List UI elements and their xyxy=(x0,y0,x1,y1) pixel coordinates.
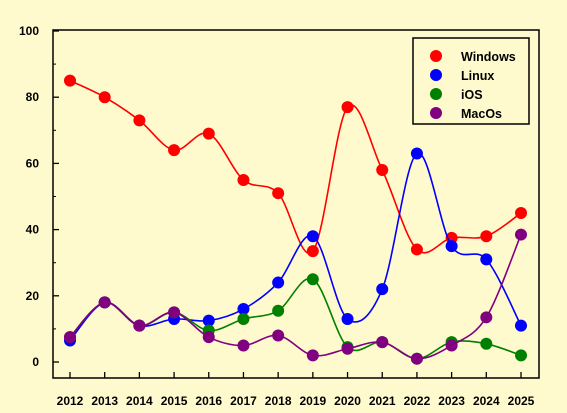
y-tick-label: 40 xyxy=(26,223,40,237)
data-point-macos-2025 xyxy=(515,228,527,241)
x-tick-label: 2013 xyxy=(91,394,118,408)
x-tick-label: 2021 xyxy=(369,394,396,408)
data-point-windows-2013 xyxy=(98,91,111,104)
data-point-macos-2024 xyxy=(480,311,493,324)
legend-label: iOS xyxy=(461,88,483,102)
data-point-windows-2024 xyxy=(480,230,493,243)
x-tick-label: 2020 xyxy=(334,394,361,408)
y-tick-label: 0 xyxy=(32,355,39,369)
data-point-macos-2020 xyxy=(341,342,354,355)
legend-label: MacOs xyxy=(461,107,502,121)
y-tick-label: 100 xyxy=(19,24,39,38)
data-point-linux-2020 xyxy=(341,312,354,325)
data-point-linux-2021 xyxy=(376,283,389,296)
x-tick-label: 2019 xyxy=(299,394,326,408)
data-point-linux-2022 xyxy=(410,147,423,160)
data-point-macos-2013 xyxy=(98,296,111,309)
data-point-ios-2024 xyxy=(480,337,493,350)
data-point-ios-2017 xyxy=(237,312,250,325)
x-tick-label: 2015 xyxy=(161,394,188,408)
data-point-windows-2025 xyxy=(515,207,527,220)
x-tick-label: 2022 xyxy=(404,394,431,408)
x-tick-label: 2017 xyxy=(230,394,257,408)
data-point-macos-2019 xyxy=(306,349,319,362)
series-windows xyxy=(64,74,527,258)
data-point-macos-2023 xyxy=(445,339,458,352)
legend-marker xyxy=(430,50,442,62)
y-axis: 0 20 40 60 80 100 xyxy=(19,24,59,369)
data-point-linux-2023 xyxy=(445,240,458,253)
data-point-ios-2018 xyxy=(272,304,285,317)
data-point-linux-2025 xyxy=(515,319,527,332)
data-point-linux-2018 xyxy=(272,276,285,289)
data-point-linux-2019 xyxy=(306,230,319,243)
legend-marker xyxy=(430,69,442,81)
legend-marker xyxy=(430,107,442,119)
x-tick-label: 2025 xyxy=(508,394,535,408)
legend: Windows Linux iOS MacOs xyxy=(412,37,530,125)
x-tick-label: 2023 xyxy=(438,394,465,408)
data-point-windows-2021 xyxy=(376,164,389,177)
legend-item-ios: iOS xyxy=(430,88,483,102)
data-point-windows-2018 xyxy=(272,187,285,200)
x-tick-label: 2014 xyxy=(126,394,153,408)
data-point-windows-2019 xyxy=(306,245,319,258)
legend-item-macos: MacOs xyxy=(430,107,502,121)
data-point-windows-2014 xyxy=(133,114,146,127)
data-point-macos-2016 xyxy=(202,331,215,344)
x-axis: 2012 2013 2014 2015 2016 2017 2018 2019 2020 2021… xyxy=(57,372,535,408)
data-point-ios-2019 xyxy=(306,273,319,286)
data-point-macos-2012 xyxy=(64,331,76,344)
data-point-macos-2021 xyxy=(376,336,389,349)
data-point-macos-2022 xyxy=(410,352,423,365)
x-tick-label: 2016 xyxy=(195,394,222,408)
series-macos xyxy=(64,228,527,365)
legend-label: Linux xyxy=(461,69,494,83)
data-point-windows-2017 xyxy=(237,173,250,186)
data-point-linux-2016 xyxy=(202,314,215,327)
data-point-windows-2020 xyxy=(341,101,354,114)
x-tick-label: 2024 xyxy=(473,394,500,408)
data-point-linux-2024 xyxy=(480,253,493,266)
data-point-windows-2012 xyxy=(64,74,76,87)
legend-item-linux: Linux xyxy=(430,69,494,83)
legend-item-windows: Windows xyxy=(430,50,516,64)
data-point-macos-2018 xyxy=(272,329,285,342)
data-point-windows-2016 xyxy=(202,127,215,140)
x-tick-label: 2012 xyxy=(57,394,84,408)
legend-marker xyxy=(430,88,442,100)
legend-label: Windows xyxy=(461,50,516,64)
y-tick-label: 20 xyxy=(26,289,40,303)
data-point-macos-2017 xyxy=(237,339,250,352)
data-point-macos-2014 xyxy=(133,319,146,332)
y-tick-label: 60 xyxy=(26,156,40,170)
data-point-windows-2015 xyxy=(168,144,181,157)
data-point-windows-2022 xyxy=(410,243,423,256)
data-point-ios-2025 xyxy=(515,349,527,362)
x-tick-label: 2018 xyxy=(265,394,292,408)
series-layer xyxy=(64,74,527,365)
data-point-linux-2017 xyxy=(237,303,250,316)
y-tick-label: 80 xyxy=(26,90,40,104)
data-point-macos-2015 xyxy=(168,306,181,319)
